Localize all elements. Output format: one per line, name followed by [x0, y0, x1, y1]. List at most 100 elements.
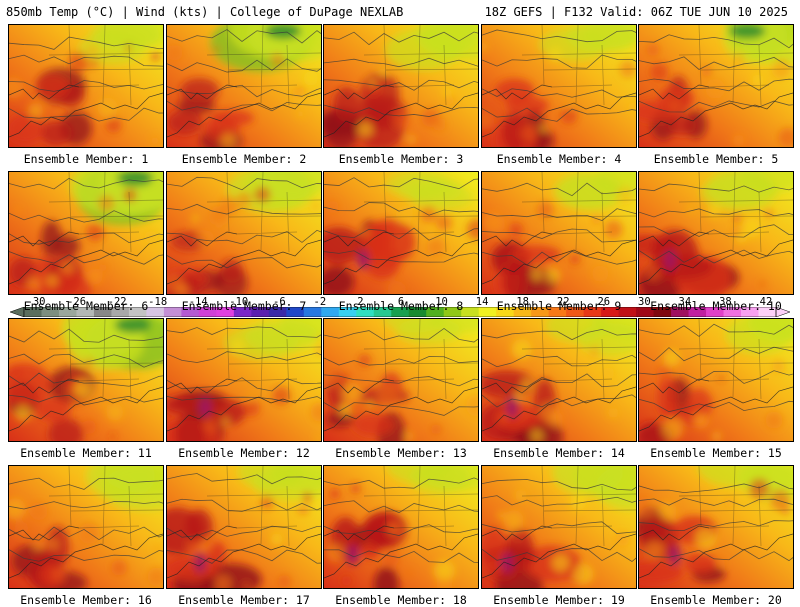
ensemble-member-map: [8, 24, 164, 148]
colorbar-tick-label: 10: [435, 296, 448, 308]
colorbar-swatch: [303, 307, 322, 317]
colorbar-swatch: [356, 307, 375, 317]
ensemble-member-map: [166, 24, 322, 148]
ensemble-member-label: Ensemble Member: 17: [178, 593, 310, 607]
temperature-field: [9, 172, 163, 294]
colorbar-swatch: [461, 307, 480, 317]
colorbar-swatch: [758, 307, 777, 317]
colorbar-tick-label: -22: [107, 296, 127, 308]
colorbar-tick-label: 18: [516, 296, 529, 308]
colorbar-swatch: [653, 307, 672, 317]
ensemble-member-label: Ensemble Member: 8: [338, 299, 464, 313]
ensemble-member-label: Ensemble Member: 3: [338, 152, 464, 166]
ensemble-member-label: Ensemble Member: 13: [335, 446, 467, 460]
temperature-field: [9, 466, 163, 588]
temperature-field: [167, 319, 321, 441]
colorbar-tick-label: -14: [188, 296, 208, 308]
ensemble-member-label: Ensemble Member: 12: [178, 446, 310, 460]
colorbar-tick-label: -26: [67, 296, 87, 308]
ensemble-member-map: [323, 24, 479, 148]
colorbar-swatch: [618, 307, 637, 317]
map-title: 850mb Temp (°C) | Wind (kts) | College o…: [6, 5, 404, 19]
colorbar-swatch: [706, 307, 725, 317]
colorbar-swatch: [76, 307, 95, 317]
colorbar-tick-label: 38: [719, 296, 732, 308]
colorbar-tick-label: 34: [678, 296, 692, 308]
colorbar-tick-label: 30: [638, 296, 651, 308]
ensemble-member-label: Ensemble Member: 4: [496, 152, 622, 166]
colorbar-swatch: [251, 307, 270, 317]
colorbar-tick-label: -2: [313, 296, 327, 308]
colorbar-tick-label: 42: [759, 296, 773, 308]
colorbar-swatch: [408, 307, 427, 317]
ensemble-member-label: Ensemble Member: 18: [335, 593, 467, 607]
colorbar-swatch: [671, 307, 690, 317]
ensemble-member-map: [166, 465, 322, 589]
ensemble-member-label: Ensemble Member: 14: [493, 446, 625, 460]
colorbar-swatch: [443, 307, 462, 317]
temperature-field: [9, 319, 163, 441]
colorbar-tick-label: -10: [229, 296, 249, 308]
colorbar-swatch: [531, 307, 550, 317]
ensemble-member-label: Ensemble Member: 10: [650, 299, 782, 313]
ensemble-member-map: [481, 171, 637, 295]
temperature-field: [639, 319, 793, 441]
temperature-field: [9, 25, 163, 147]
ensemble-member-label: Ensemble Member: 1: [23, 152, 149, 166]
ensemble-member-map: [638, 465, 794, 589]
temperature-field: [324, 466, 478, 588]
colorbar-swatch: [181, 307, 200, 317]
temperature-field: [324, 25, 478, 147]
colorbar-swatch: [688, 307, 707, 317]
colorbar-swatch: [163, 307, 182, 317]
colorbar-swatch: [198, 307, 217, 317]
colorbar-swatch: [321, 307, 340, 317]
temperature-field: [324, 319, 478, 441]
ensemble-member-map: [638, 24, 794, 148]
ensemble-member-label: Ensemble Member: 5: [653, 152, 779, 166]
colorbar-swatch: [58, 307, 77, 317]
ensemble-member-map: [481, 318, 637, 442]
temperature-field: [639, 25, 793, 147]
colorbar-tick-label: 2: [357, 296, 364, 308]
ensemble-member-map: [8, 171, 164, 295]
colorbar-swatches: [10, 307, 790, 317]
colorbar-swatch: [111, 307, 130, 317]
colorbar-swatch: [338, 307, 357, 317]
ensemble-member-map: [166, 171, 322, 295]
colorbar-swatch: [286, 307, 305, 317]
ensemble-member-label: Ensemble Member: 6: [23, 299, 149, 313]
colorbar-swatch: [233, 307, 252, 317]
colorbar-swatch: [496, 307, 515, 317]
colorbar-swatch: [636, 307, 655, 317]
colorbar-swatch: [93, 307, 112, 317]
colorbar-swatch: [391, 307, 410, 317]
temperature-field: [482, 319, 636, 441]
temperature-field: [324, 172, 478, 294]
ensemble-member-map: [323, 318, 479, 442]
ensemble-member-label: Ensemble Member: 19: [493, 593, 625, 607]
colorbar-swatch: [478, 307, 497, 317]
temperature-field: [167, 25, 321, 147]
colorbar-swatch: [741, 307, 760, 317]
ensemble-member-map: [323, 465, 479, 589]
colorbar-swatch: [41, 307, 60, 317]
temperature-field: [167, 172, 321, 294]
ensemble-member-label: Ensemble Member: 9: [496, 299, 622, 313]
colorbar-swatch: [583, 307, 602, 317]
colorbar-swatch: [146, 307, 165, 317]
ensemble-member-label: Ensemble Member: 20: [650, 593, 782, 607]
colorbar-swatch: [24, 307, 42, 317]
ensemble-member-map: [166, 318, 322, 442]
ensemble-member-map: [481, 24, 637, 148]
ensemble-member-label: Ensemble Member: 7: [181, 299, 307, 313]
temperature-colorbar: -30 -26 -22 -18 -14 -10 -6 -2 2 6 10 14 18 22 26 30 34 38…: [10, 296, 790, 320]
colorbar-swatch: [548, 307, 567, 317]
ensemble-member-map: [323, 171, 479, 295]
ensemble-member-map: [638, 318, 794, 442]
colorbar-swatch: [268, 307, 287, 317]
colorbar-tick-label: 14: [475, 296, 489, 308]
ensemble-member-label: Ensemble Member: 11: [20, 446, 152, 460]
colorbar-tick-label: -6: [273, 296, 286, 308]
colorbar-swatch: [373, 307, 392, 317]
